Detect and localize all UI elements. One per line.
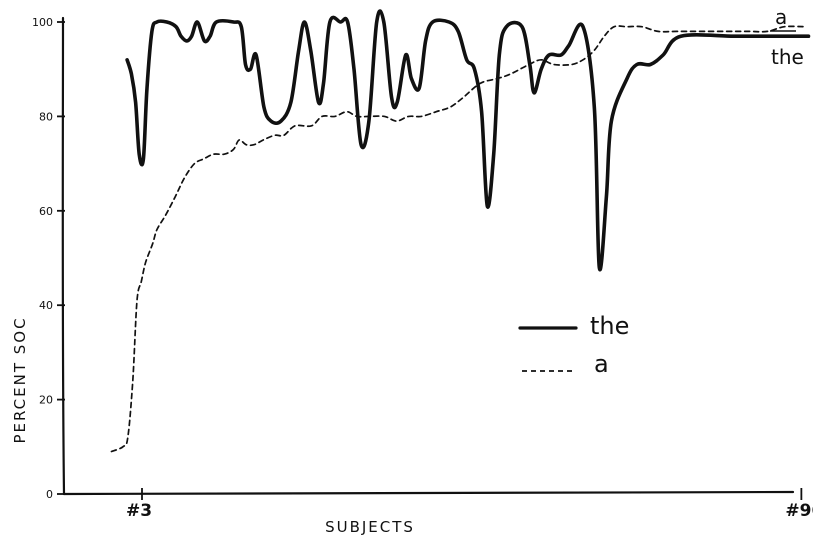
x-mark-label-96: #96 bbox=[785, 501, 813, 521]
end-labels: a the bbox=[770, 5, 804, 69]
x-axis bbox=[62, 490, 795, 496]
legend-label-the: the bbox=[590, 312, 629, 340]
series-line-the bbox=[125, 9, 811, 272]
legend: the a bbox=[518, 312, 629, 378]
x-marks: #3 #96 bbox=[126, 488, 813, 521]
series-layer bbox=[110, 9, 811, 453]
end-label-a: a bbox=[775, 5, 787, 29]
y-axis-title: PERCENT SOC bbox=[11, 316, 29, 443]
y-tick-label-40: 40 bbox=[39, 299, 53, 312]
x-axis-title: SUBJECTS bbox=[325, 518, 415, 536]
y-axis bbox=[61, 16, 66, 496]
legend-label-a: a bbox=[594, 350, 609, 378]
y-tick-label-20: 20 bbox=[39, 394, 53, 407]
x-mark-label-3: #3 bbox=[126, 501, 152, 521]
y-tick-label-100: 100 bbox=[32, 16, 53, 29]
series-line-a bbox=[110, 25, 806, 453]
axes bbox=[61, 16, 795, 496]
y-tick-label-80: 80 bbox=[39, 110, 53, 123]
y-tick-label-60: 60 bbox=[39, 205, 53, 218]
y-tick-label-0: 0 bbox=[46, 488, 53, 501]
y-ticks: 0 20 40 60 80 100 bbox=[32, 16, 65, 501]
end-label-the: the bbox=[771, 45, 804, 69]
